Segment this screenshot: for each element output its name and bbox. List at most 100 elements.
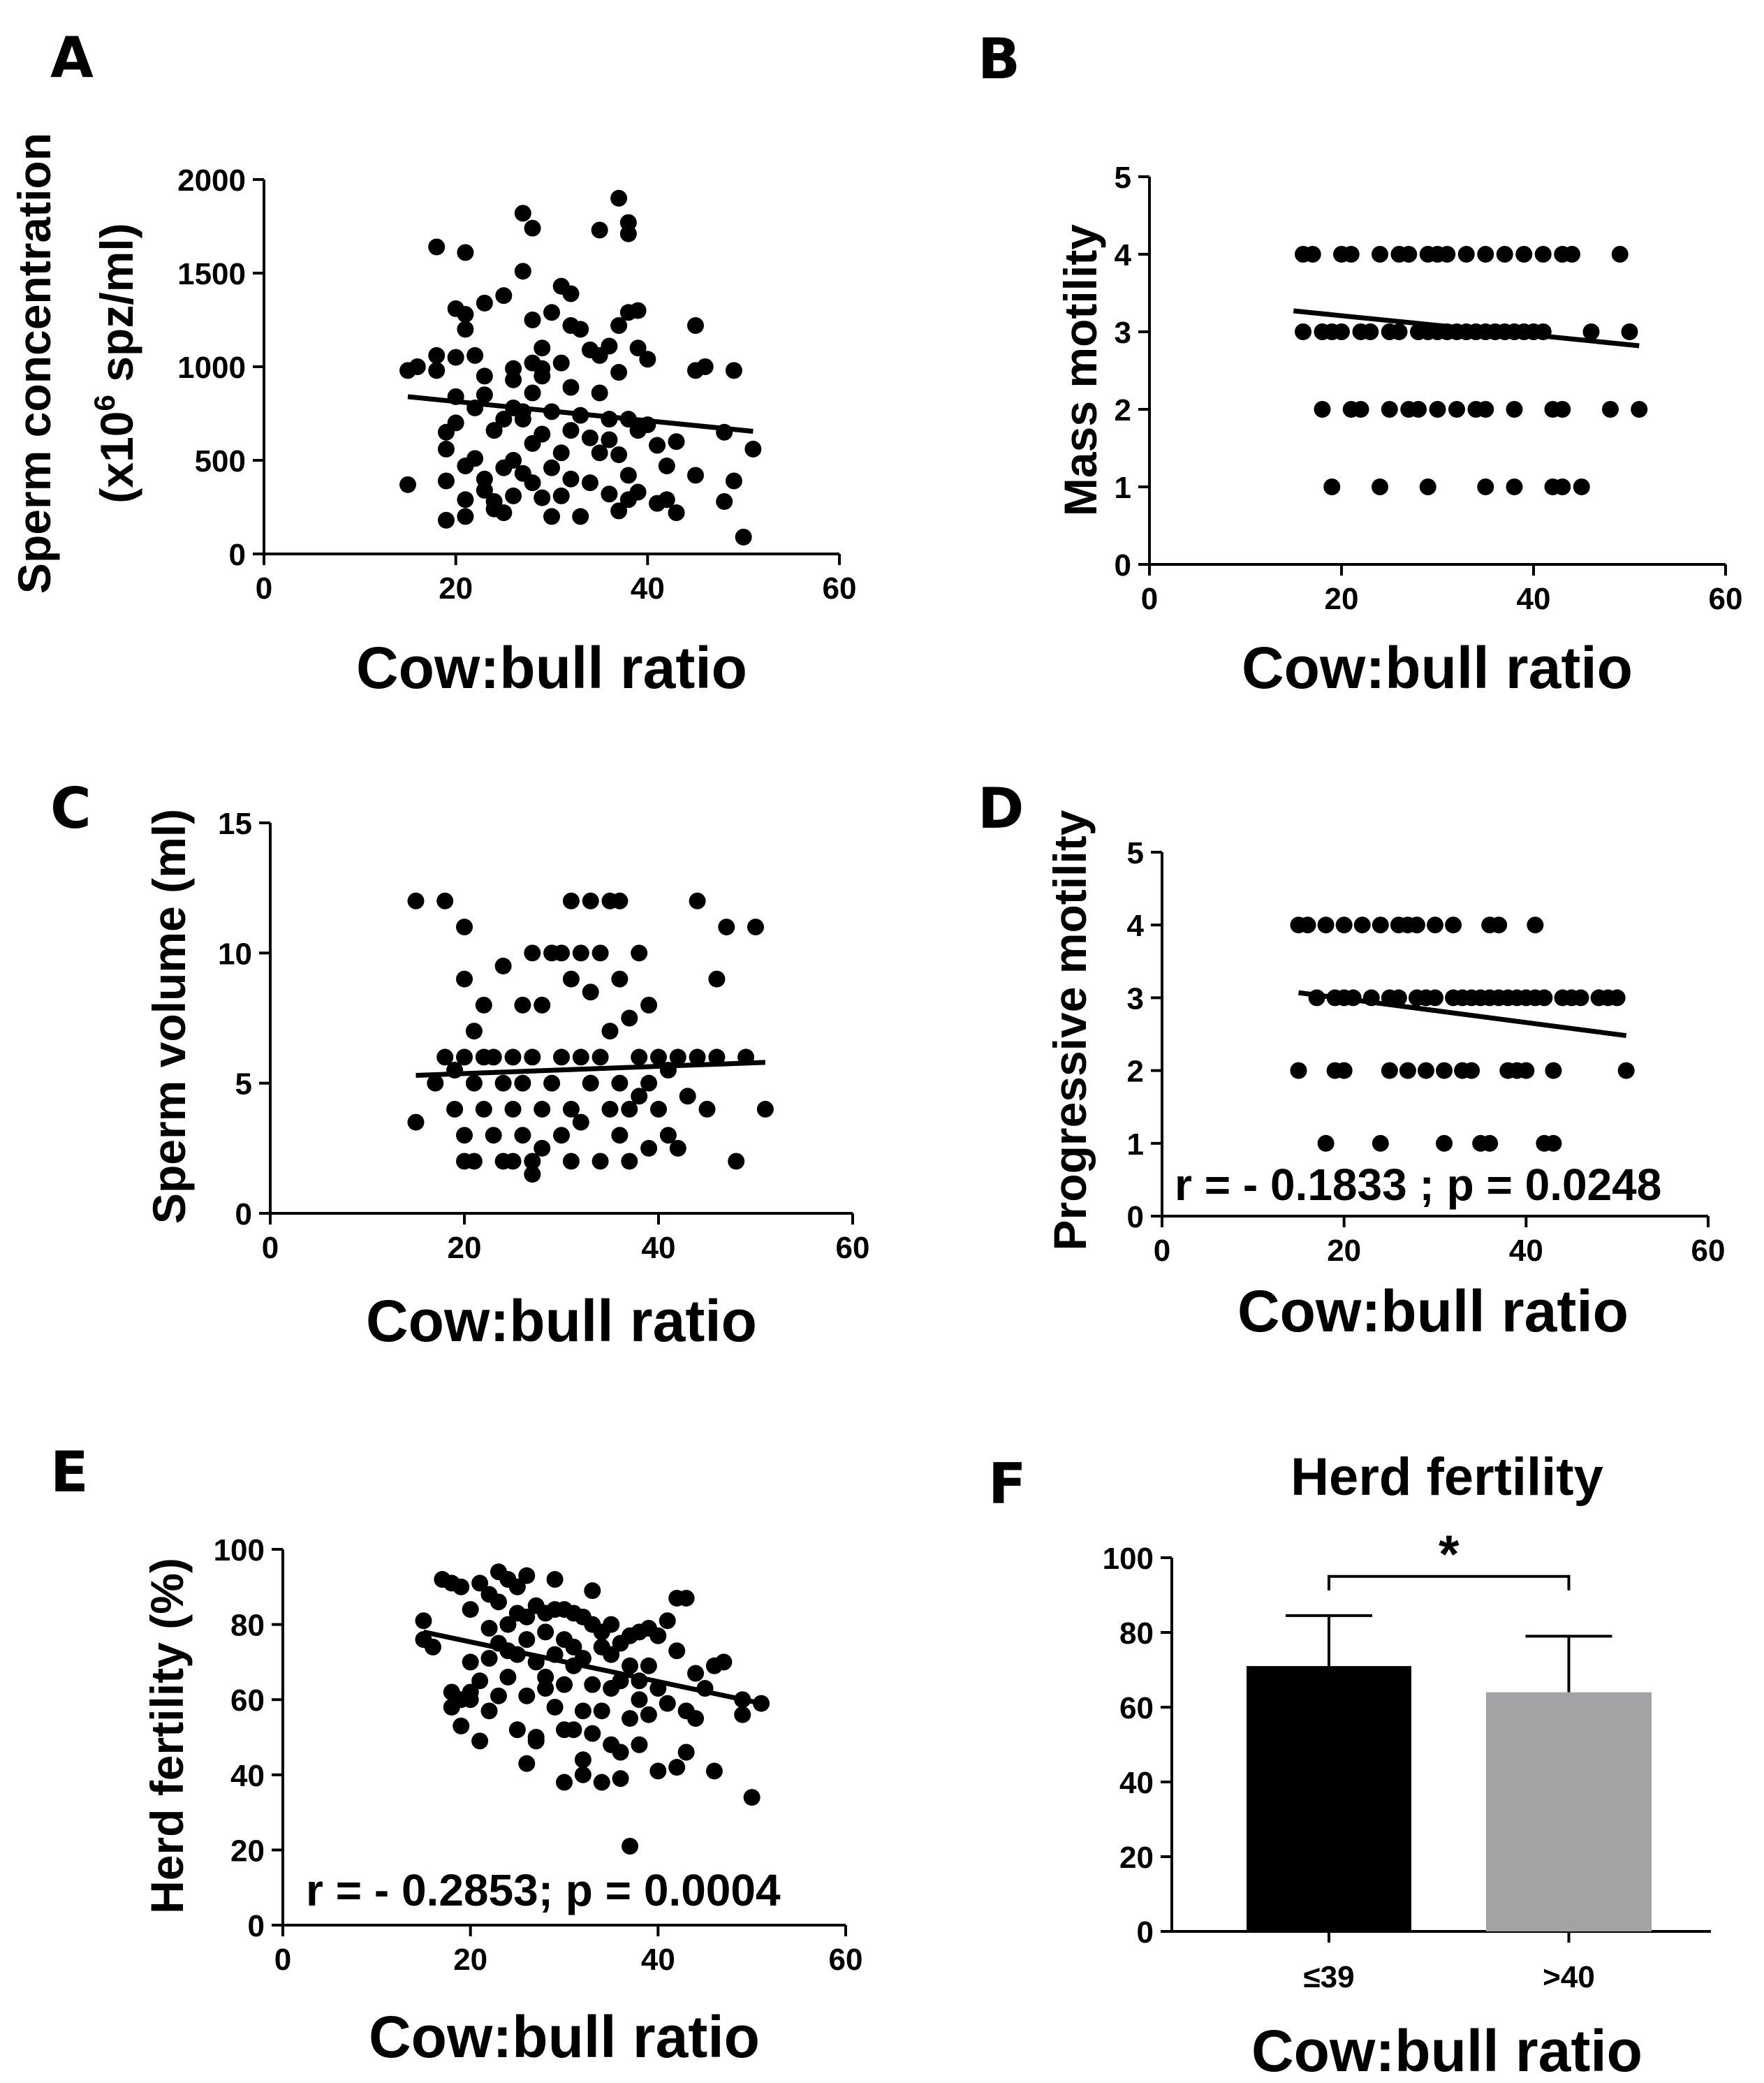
y-tick-label-e: 40 [230,1759,265,1793]
data-point-c [718,919,735,936]
data-point-a [619,467,637,484]
x-tick-label-d: 20 [1327,1234,1361,1268]
data-point-e [734,1706,751,1723]
data-point-d [1517,1062,1535,1079]
y-tick-label-d: 3 [1127,981,1144,1016]
data-point-e [603,1616,620,1633]
data-point-c [601,1023,619,1040]
x-tick-label-c: 0 [262,1231,279,1265]
data-point-a [505,360,522,377]
bar-f [1247,1666,1411,1931]
x-tick-label-a: 40 [631,571,665,606]
data-point-e [715,1653,733,1671]
data-point-a [591,221,608,239]
x-tick-label-b: 20 [1325,582,1359,616]
data-point-c [591,944,609,962]
data-point-c [456,1127,473,1144]
data-point-e [677,1744,695,1761]
data-point-d [1608,989,1626,1007]
data-point-b [1429,401,1446,418]
data-point-a [495,411,513,428]
data-point-a [629,302,647,319]
y-axis-label-line2-a: (x106 spz/ml) [88,223,142,503]
category-label-f: >40 [1543,1960,1595,1994]
data-point-a [591,444,608,462]
y-tick-label-d: 0 [1127,1200,1144,1234]
data-point-e [668,1642,686,1660]
data-point-c [446,1100,464,1118]
data-point-b [1439,246,1456,263]
data-point-e [584,1582,601,1600]
data-point-a [629,483,647,501]
stats-annotation-e: r = - 0.2853; p = 0.0004 [306,1865,781,1915]
data-point-e [612,1770,629,1788]
data-point-a [505,487,522,504]
data-point-e [574,1751,591,1769]
data-point-c [582,1074,599,1092]
data-point-c [640,996,658,1014]
data-point-c [631,1088,648,1105]
data-point-e [471,1672,489,1690]
data-point-a [562,285,580,302]
data-point-c [504,1100,522,1118]
data-point-e [677,1589,695,1607]
data-point-a [581,474,598,492]
data-point-d [1490,916,1508,934]
data-point-c [407,1113,425,1131]
data-point-b [1477,401,1494,418]
data-point-c [427,1074,444,1092]
data-point-a [476,470,493,488]
data-point-c [562,1100,580,1118]
data-point-b [1314,401,1331,418]
data-point-c [698,1100,716,1118]
data-point-a [601,485,618,503]
data-point-e [687,1710,705,1727]
trendline-c [416,1060,766,1078]
data-point-e [508,1578,526,1595]
x-tick-label-e: 0 [274,1943,291,1977]
data-point-a [495,504,513,522]
y-tick-label-d: 1 [1127,1127,1144,1162]
data-point-c [553,1048,570,1066]
data-point-a [428,238,446,256]
data-point-a [485,422,503,439]
data-point-c [669,1048,686,1066]
x-axis-label-f: Cow:bull ratio [1251,2018,1642,2083]
data-point-b [1400,246,1418,263]
data-point-c [689,1048,706,1066]
data-point-a [725,362,742,379]
data-point-e [565,1721,582,1739]
x-axis-label-a: Cow:bull ratio [356,635,747,701]
data-point-a [466,450,484,467]
data-point-d [1536,989,1553,1007]
data-point-a [610,189,628,207]
data-point-c [621,1153,638,1170]
data-point-d [1390,989,1407,1007]
data-point-b [1333,323,1350,340]
data-point-a [543,304,560,321]
data-point-e [462,1601,479,1618]
data-point-a [639,351,656,368]
data-point-b [1602,401,1619,418]
x-tick-label-e: 40 [641,1943,675,1977]
data-point-c [631,1048,648,1066]
data-point-c [562,1153,580,1170]
y-tick-label-e: 100 [214,1533,265,1567]
bar-f [1486,1692,1652,1931]
data-point-e [556,1676,573,1693]
data-point-e [480,1619,498,1637]
data-point-c [631,944,648,962]
data-point-c [524,1166,541,1183]
data-point-c [553,944,570,962]
data-point-a [495,287,513,305]
y-tick-label-a: 500 [195,444,246,478]
y-tick-label-b: 3 [1115,316,1131,350]
data-point-c [708,1048,726,1066]
data-point-a [409,358,426,375]
data-point-e [565,1638,582,1656]
data-point-e [462,1653,479,1671]
x-tick-label-d: 60 [1691,1234,1726,1268]
data-point-c [611,1074,629,1092]
data-point-a [601,337,618,355]
data-point-a [524,219,541,237]
